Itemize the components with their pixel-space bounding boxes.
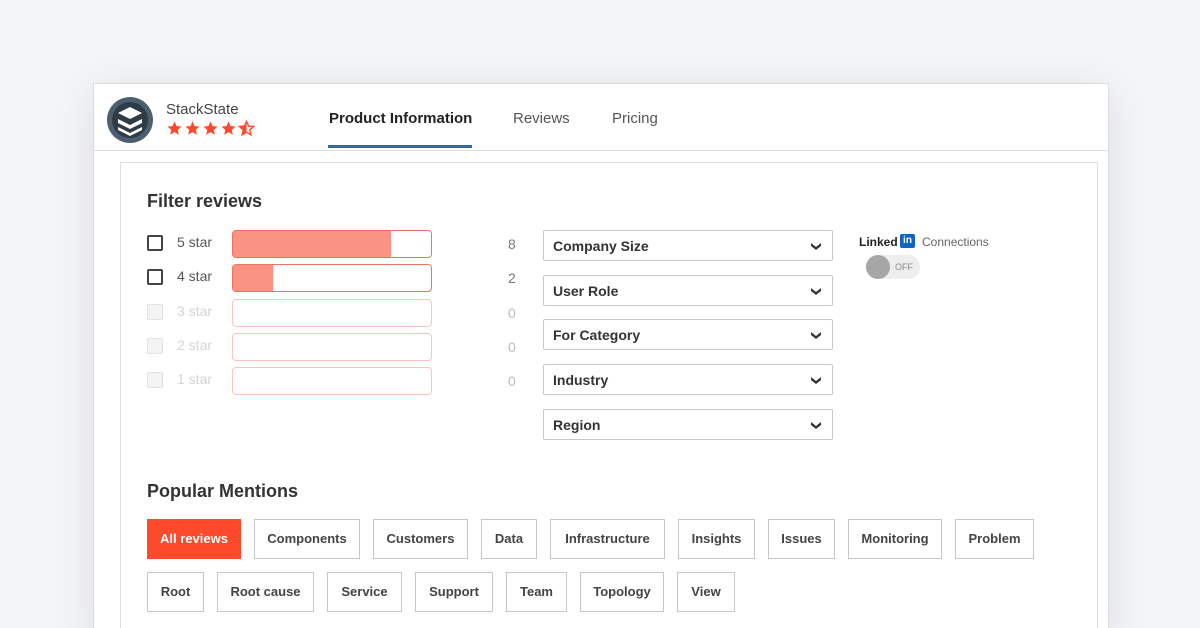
rating-label: 3 star [177, 303, 213, 319]
mention-tag[interactable]: Insights [678, 519, 755, 559]
popular-mentions-title: Popular Mentions [147, 481, 299, 501]
user-role-select[interactable]: User Role [543, 275, 833, 306]
rating-label: 2 star [177, 337, 213, 353]
mention-tag[interactable]: Team [506, 572, 567, 612]
rating-bar-fill [233, 265, 273, 291]
chevron-down-icon [811, 332, 821, 339]
rating-bar-fill [233, 231, 392, 257]
tab-product-information[interactable]: Product Information [329, 110, 473, 127]
product-card: StackState Product Information Reviews P… [93, 83, 1109, 628]
linkedin-connections-toggle[interactable]: OFF [866, 255, 920, 279]
active-tab-indicator [328, 145, 472, 148]
for-category-select[interactable]: For Category [543, 319, 833, 350]
industry-select[interactable]: Industry [543, 364, 833, 395]
select-label: User Role [553, 283, 619, 299]
mention-tag-all-reviews[interactable]: All reviews [147, 519, 241, 559]
star-full-icon [167, 121, 182, 135]
linkedin-in-icon: in [900, 234, 915, 248]
rating-label: 1 star [177, 371, 213, 387]
rating-1-bar [232, 367, 432, 395]
mention-tag[interactable]: Root cause [217, 572, 314, 612]
select-label: Industry [553, 372, 609, 388]
tab-reviews[interactable]: Reviews [513, 110, 570, 127]
tab-pricing[interactable]: Pricing [612, 110, 658, 127]
select-label: For Category [553, 327, 641, 343]
mention-tag[interactable]: Topology [580, 572, 664, 612]
stackstate-logo-icon [107, 97, 153, 143]
mention-tag[interactable]: Monitoring [848, 519, 942, 559]
mention-tag[interactable]: Customers [373, 519, 468, 559]
rating-count: 0 [508, 373, 516, 389]
filter-reviews-title: Filter reviews [147, 191, 263, 211]
rating-1-checkbox [147, 372, 163, 388]
rating-label: 5 star [177, 234, 213, 250]
toggle-knob [866, 255, 890, 279]
rating-count: 2 [508, 270, 516, 286]
rating-4-checkbox[interactable] [147, 269, 163, 285]
mention-tag[interactable]: Problem [955, 519, 1034, 559]
company-size-select[interactable]: Company Size [543, 230, 833, 261]
star-full-icon [221, 121, 236, 135]
rating-3-bar [232, 299, 432, 327]
toggle-state-label: OFF [895, 262, 913, 272]
select-label: Company Size [553, 238, 649, 254]
connections-label: Connections [922, 235, 989, 249]
rating-2-bar [232, 333, 432, 361]
linkedin-logo-text: Linked [859, 235, 898, 249]
rating-count: 0 [508, 305, 516, 321]
star-full-icon [185, 121, 200, 135]
chevron-down-icon [811, 243, 821, 250]
rating-count: 8 [508, 236, 516, 252]
select-label: Region [553, 417, 601, 433]
rating-2-checkbox [147, 338, 163, 354]
mention-tag[interactable]: Issues [768, 519, 835, 559]
mention-tag[interactable]: Support [415, 572, 493, 612]
rating-label: 4 star [177, 268, 213, 284]
chevron-down-icon [811, 377, 821, 384]
filter-panel: Filter reviews 5 star 8 4 star 2 3 star … [120, 162, 1098, 628]
product-header: StackState Product Information Reviews P… [94, 84, 1108, 151]
star-rating [166, 120, 255, 138]
star-full-icon [203, 121, 218, 135]
region-select[interactable]: Region [543, 409, 833, 440]
rating-5-checkbox[interactable] [147, 235, 163, 251]
product-name: StackState [166, 101, 239, 118]
mention-tag[interactable]: Data [481, 519, 537, 559]
mention-tag[interactable]: Service [327, 572, 402, 612]
mention-tag[interactable]: Components [254, 519, 360, 559]
rating-5-bar [232, 230, 432, 258]
star-half-icon [238, 120, 255, 137]
mention-tag[interactable]: Root [147, 572, 204, 612]
mention-tag[interactable]: View [677, 572, 735, 612]
rating-count: 0 [508, 339, 516, 355]
rating-4-bar [232, 264, 432, 292]
rating-3-checkbox [147, 304, 163, 320]
mention-tag[interactable]: Infrastructure [550, 519, 665, 559]
chevron-down-icon [811, 422, 821, 429]
chevron-down-icon [811, 288, 821, 295]
